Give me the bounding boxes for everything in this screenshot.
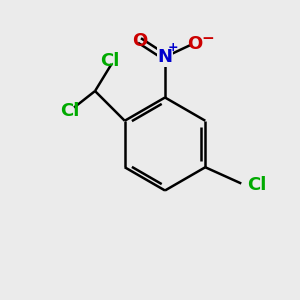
Text: Cl: Cl — [247, 176, 267, 194]
Text: +: + — [168, 41, 179, 54]
Text: Cl: Cl — [60, 102, 79, 120]
Text: N: N — [158, 48, 172, 66]
Text: Cl: Cl — [100, 52, 120, 70]
Text: O: O — [188, 34, 202, 52]
Text: O: O — [132, 32, 147, 50]
Text: −: − — [201, 31, 214, 46]
